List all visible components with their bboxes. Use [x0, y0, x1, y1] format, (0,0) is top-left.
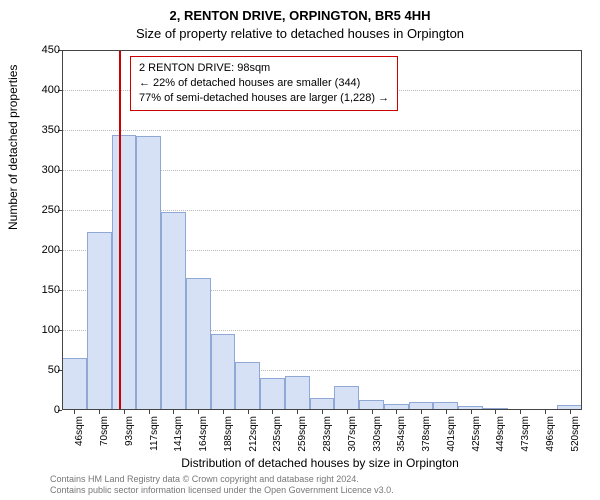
bar: [285, 376, 310, 410]
xtick-label: 473sqm: [520, 416, 531, 456]
xtick-label: 46sqm: [74, 416, 85, 456]
xtick-mark: [173, 410, 174, 414]
xtick-mark: [495, 410, 496, 414]
xtick-mark: [198, 410, 199, 414]
page-title: 2, RENTON DRIVE, ORPINGTON, BR5 4HH: [0, 8, 600, 23]
xtick-label: 235sqm: [272, 416, 283, 456]
xtick-mark: [545, 410, 546, 414]
footer-line: Contains public sector information licen…: [50, 485, 394, 496]
annotation-box: 2 RENTON DRIVE: 98sqm← 22% of detached h…: [130, 56, 398, 111]
xtick-mark: [149, 410, 150, 414]
bar: [409, 402, 434, 410]
ytick-label: 100: [20, 324, 60, 336]
xtick-label: 93sqm: [124, 416, 135, 456]
xtick-label: 141sqm: [173, 416, 184, 456]
ytick-label: 200: [20, 244, 60, 256]
xtick-mark: [124, 410, 125, 414]
xtick-mark: [74, 410, 75, 414]
xtick-label: 117sqm: [149, 416, 160, 456]
marker-line: [119, 50, 121, 410]
xtick-mark: [99, 410, 100, 414]
xtick-label: 164sqm: [198, 416, 209, 456]
annotation-line: ← 22% of detached houses are smaller (34…: [139, 76, 389, 91]
bar: [359, 400, 384, 410]
xtick-label: 401sqm: [446, 416, 457, 456]
xtick-mark: [248, 410, 249, 414]
bar: [433, 402, 458, 410]
xtick-label: 425sqm: [471, 416, 482, 456]
xtick-label: 330sqm: [372, 416, 383, 456]
xtick-mark: [520, 410, 521, 414]
xtick-mark: [446, 410, 447, 414]
ytick-label: 250: [20, 204, 60, 216]
bar: [310, 398, 335, 410]
bar: [112, 135, 137, 410]
ytick-label: 400: [20, 84, 60, 96]
y-axis-label: Number of detached properties: [6, 65, 20, 230]
bar: [334, 386, 359, 410]
xtick-mark: [471, 410, 472, 414]
plot-area: 2 RENTON DRIVE: 98sqm← 22% of detached h…: [62, 50, 582, 410]
xtick-label: 354sqm: [396, 416, 407, 456]
xtick-mark: [421, 410, 422, 414]
bar: [260, 378, 285, 410]
xtick-label: 307sqm: [347, 416, 358, 456]
xtick-label: 496sqm: [545, 416, 556, 456]
xtick-mark: [347, 410, 348, 414]
xtick-mark: [223, 410, 224, 414]
xtick-label: 378sqm: [421, 416, 432, 456]
x-axis-label: Distribution of detached houses by size …: [60, 456, 580, 470]
xtick-mark: [570, 410, 571, 414]
footer-line: Contains HM Land Registry data © Crown c…: [50, 474, 394, 485]
bar: [161, 212, 186, 410]
page-subtitle: Size of property relative to detached ho…: [0, 26, 600, 41]
ytick-label: 300: [20, 164, 60, 176]
attribution-footer: Contains HM Land Registry data © Crown c…: [50, 474, 394, 496]
ytick-label: 0: [20, 404, 60, 416]
ytick-label: 450: [20, 44, 60, 56]
bar: [87, 232, 112, 410]
xtick-label: 70sqm: [99, 416, 110, 456]
bar: [235, 362, 260, 410]
xtick-label: 188sqm: [223, 416, 234, 456]
xtick-label: 259sqm: [297, 416, 308, 456]
xtick-label: 212sqm: [248, 416, 259, 456]
xtick-mark: [396, 410, 397, 414]
bar: [136, 136, 161, 410]
xtick-mark: [297, 410, 298, 414]
xtick-mark: [372, 410, 373, 414]
bar: [62, 358, 87, 410]
grid-line: [62, 130, 582, 131]
xtick-mark: [272, 410, 273, 414]
ytick-label: 150: [20, 284, 60, 296]
annotation-line: 2 RENTON DRIVE: 98sqm: [139, 61, 389, 76]
bar: [211, 334, 236, 410]
chart-container: 2, RENTON DRIVE, ORPINGTON, BR5 4HH Size…: [0, 0, 600, 500]
xtick-label: 520sqm: [570, 416, 581, 456]
xtick-label: 449sqm: [495, 416, 506, 456]
annotation-line: 77% of semi-detached houses are larger (…: [139, 91, 389, 106]
xtick-mark: [322, 410, 323, 414]
bar: [186, 278, 211, 410]
ytick-label: 350: [20, 124, 60, 136]
xtick-label: 283sqm: [322, 416, 333, 456]
ytick-label: 50: [20, 364, 60, 376]
